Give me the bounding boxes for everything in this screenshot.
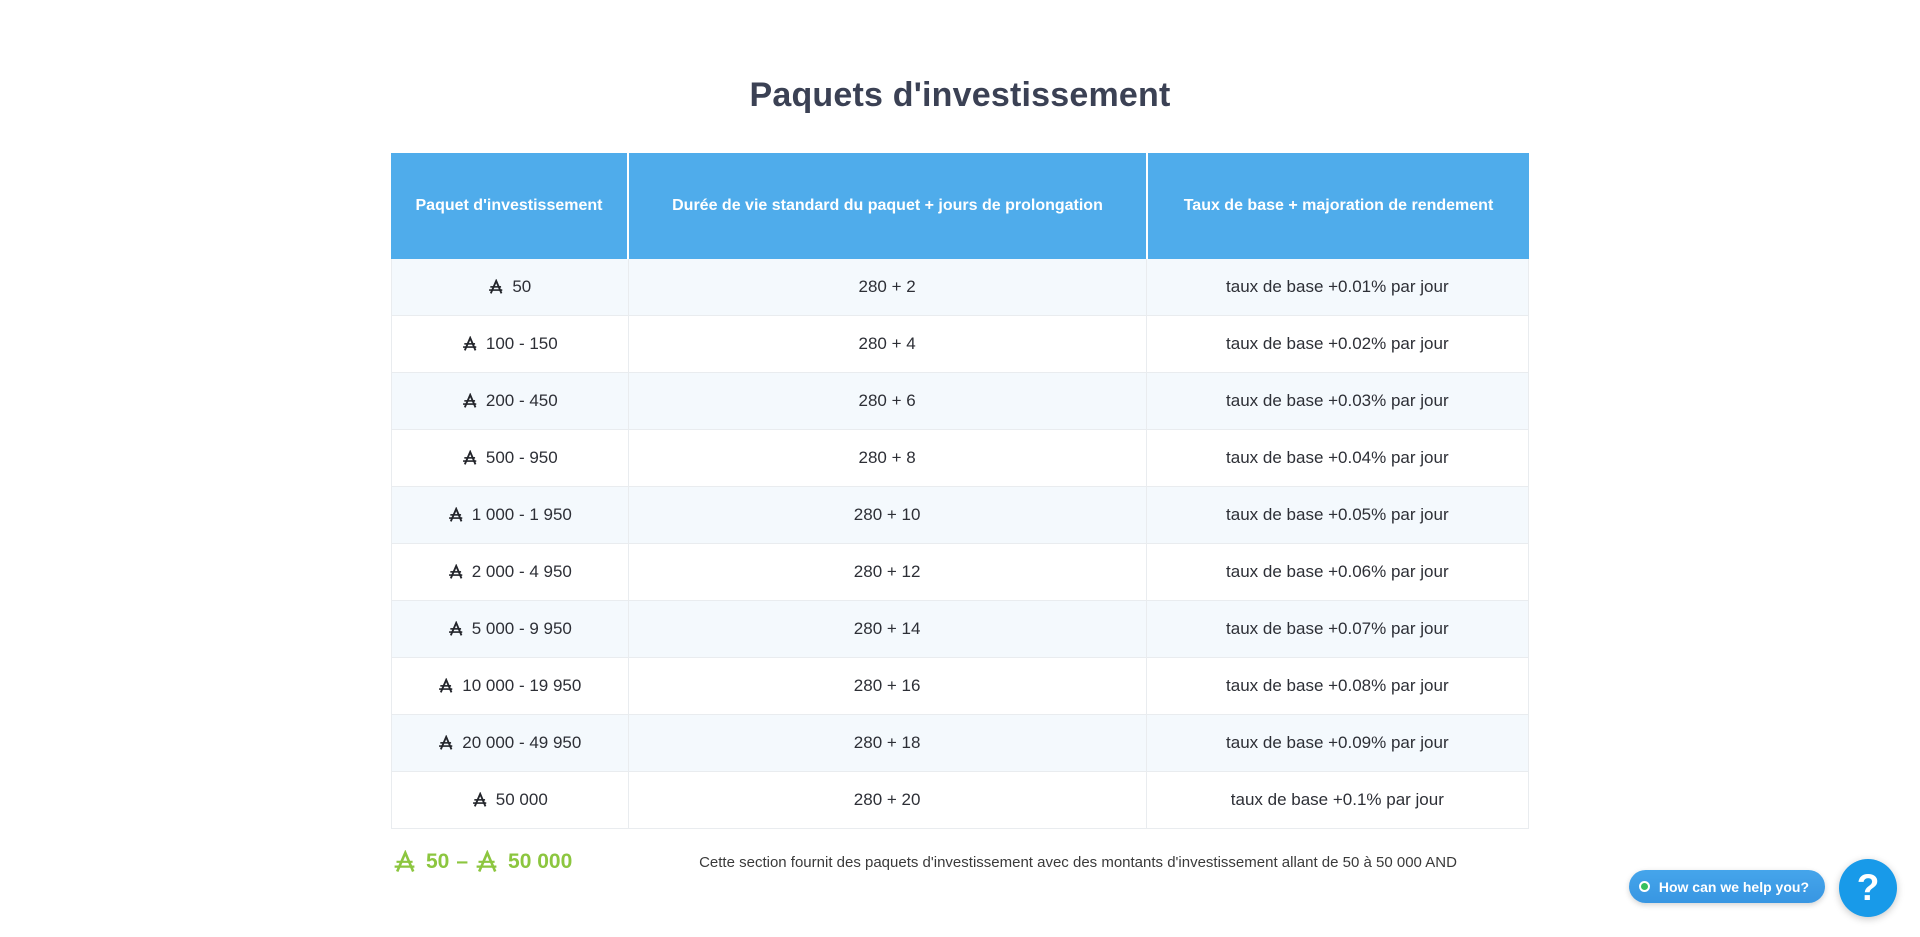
package-range: 20 000 - 49 950 [462,733,582,752]
package-cell: 1 000 - 1 950 [392,487,628,543]
and-currency-icon [462,393,478,409]
main-content: Paquets d'investissement Paquet d'invest… [391,0,1529,874]
package-cell: 5 000 - 9 950 [392,601,628,657]
rate-cell: taux de base +0.06% par jour [1145,544,1528,600]
and-currency-icon [472,792,488,808]
rate-cell: taux de base +0.04% par jour [1145,430,1528,486]
duration-cell: 280 + 10 [627,487,1146,543]
page-title: Paquets d'investissement [749,76,1171,114]
rate-cell: taux de base +0.07% par jour [1145,601,1528,657]
table-row: 500 - 950 280 + 8 taux de base +0.04% pa… [391,430,1529,487]
package-range: 2 000 - 4 950 [471,562,572,581]
section-description: Cette section fournit des paquets d'inve… [699,853,1457,871]
package-range: 50 [512,277,532,296]
table-body: 50 280 + 2 taux de base +0.01% par jour … [391,259,1529,829]
duration-cell: 280 + 8 [627,430,1146,486]
range-min: 50 [426,850,450,873]
rate-cell: taux de base +0.02% par jour [1145,316,1528,372]
package-cell: 50 000 [392,772,628,828]
and-currency-icon [462,450,478,466]
duration-cell: 280 + 14 [627,601,1146,657]
chat-help-bubble[interactable]: How can we help you? [1628,870,1825,903]
duration-cell: 280 + 2 [627,259,1146,315]
package-cell: 100 - 150 [392,316,628,372]
and-currency-icon [462,336,478,352]
and-currency-icon [438,678,454,694]
online-status-dot [1638,881,1650,892]
package-cell: 500 - 950 [392,430,628,486]
package-range: 10 000 - 19 950 [462,676,582,695]
rate-cell: taux de base +0.1% par jour [1145,772,1528,828]
package-range: 5 000 - 9 950 [471,619,572,638]
package-cell: 50 [392,259,628,315]
table-row: 20 000 - 49 950 280 + 18 taux de base +0… [391,715,1529,772]
duration-cell: 280 + 16 [627,658,1146,714]
table-row: 1 000 - 1 950 280 + 10 taux de base +0.0… [391,487,1529,544]
duration-cell: 280 + 18 [627,715,1146,771]
duration-cell: 280 + 20 [627,772,1146,828]
and-currency-icon [488,279,504,295]
and-currency-icon [475,850,499,874]
table-row: 5 000 - 9 950 280 + 14 taux de base +0.0… [391,601,1529,658]
package-range: 200 - 450 [485,391,558,410]
package-range: 500 - 950 [485,448,558,467]
header-package: Paquet d'investissement [415,197,603,214]
table-row: 50 280 + 2 taux de base +0.01% par jour [391,259,1529,316]
and-currency-icon [448,621,464,637]
amount-range-label: 50 – 50 000 [391,850,627,874]
package-range: 1 000 - 1 950 [471,505,572,524]
table-row: 200 - 450 280 + 6 taux de base +0.03% pa… [391,373,1529,430]
rate-cell: taux de base +0.08% par jour [1145,658,1528,714]
header-rate: Taux de base + majoration de rendement [1146,153,1529,259]
table-caption-row: 50 – 50 000 Cette section fournit des pa… [391,850,1529,874]
chat-help-label: How can we help you? [1658,878,1809,895]
help-chat-button[interactable]: ? [1839,859,1897,917]
package-cell: 2 000 - 4 950 [392,544,628,600]
duration-cell: 280 + 6 [627,373,1146,429]
and-currency-icon [393,850,417,874]
rate-cell: taux de base +0.03% par jour [1145,373,1528,429]
question-mark-icon: ? [1856,867,1880,908]
package-cell: 20 000 - 49 950 [392,715,628,771]
package-cell: 200 - 450 [392,373,628,429]
range-max: 50 000 [508,850,573,873]
package-range: 100 - 150 [485,334,558,353]
package-cell: 10 000 - 19 950 [392,658,628,714]
table-row: 10 000 - 19 950 280 + 16 taux de base +0… [391,658,1529,715]
table-row: 100 - 150 280 + 4 taux de base +0.02% pa… [391,316,1529,373]
and-currency-icon [448,564,464,580]
duration-cell: 280 + 4 [627,316,1146,372]
header-duration: Durée de vie standard du paquet + jours … [627,153,1146,259]
rate-cell: taux de base +0.09% par jour [1145,715,1528,771]
rate-cell: taux de base +0.01% par jour [1145,259,1528,315]
table-header-row: Paquet d'investissement Durée de vie sta… [391,153,1529,259]
range-dash: – [456,850,469,873]
investment-packages-table: Paquet d'investissement Durée de vie sta… [391,153,1529,829]
rate-cell: taux de base +0.05% par jour [1145,487,1528,543]
package-range: 50 000 [495,790,548,809]
table-row: 50 000 280 + 20 taux de base +0.1% par j… [391,772,1529,829]
duration-cell: 280 + 12 [627,544,1146,600]
and-currency-icon [438,735,454,751]
table-row: 2 000 - 4 950 280 + 12 taux de base +0.0… [391,544,1529,601]
and-currency-icon [448,507,464,523]
